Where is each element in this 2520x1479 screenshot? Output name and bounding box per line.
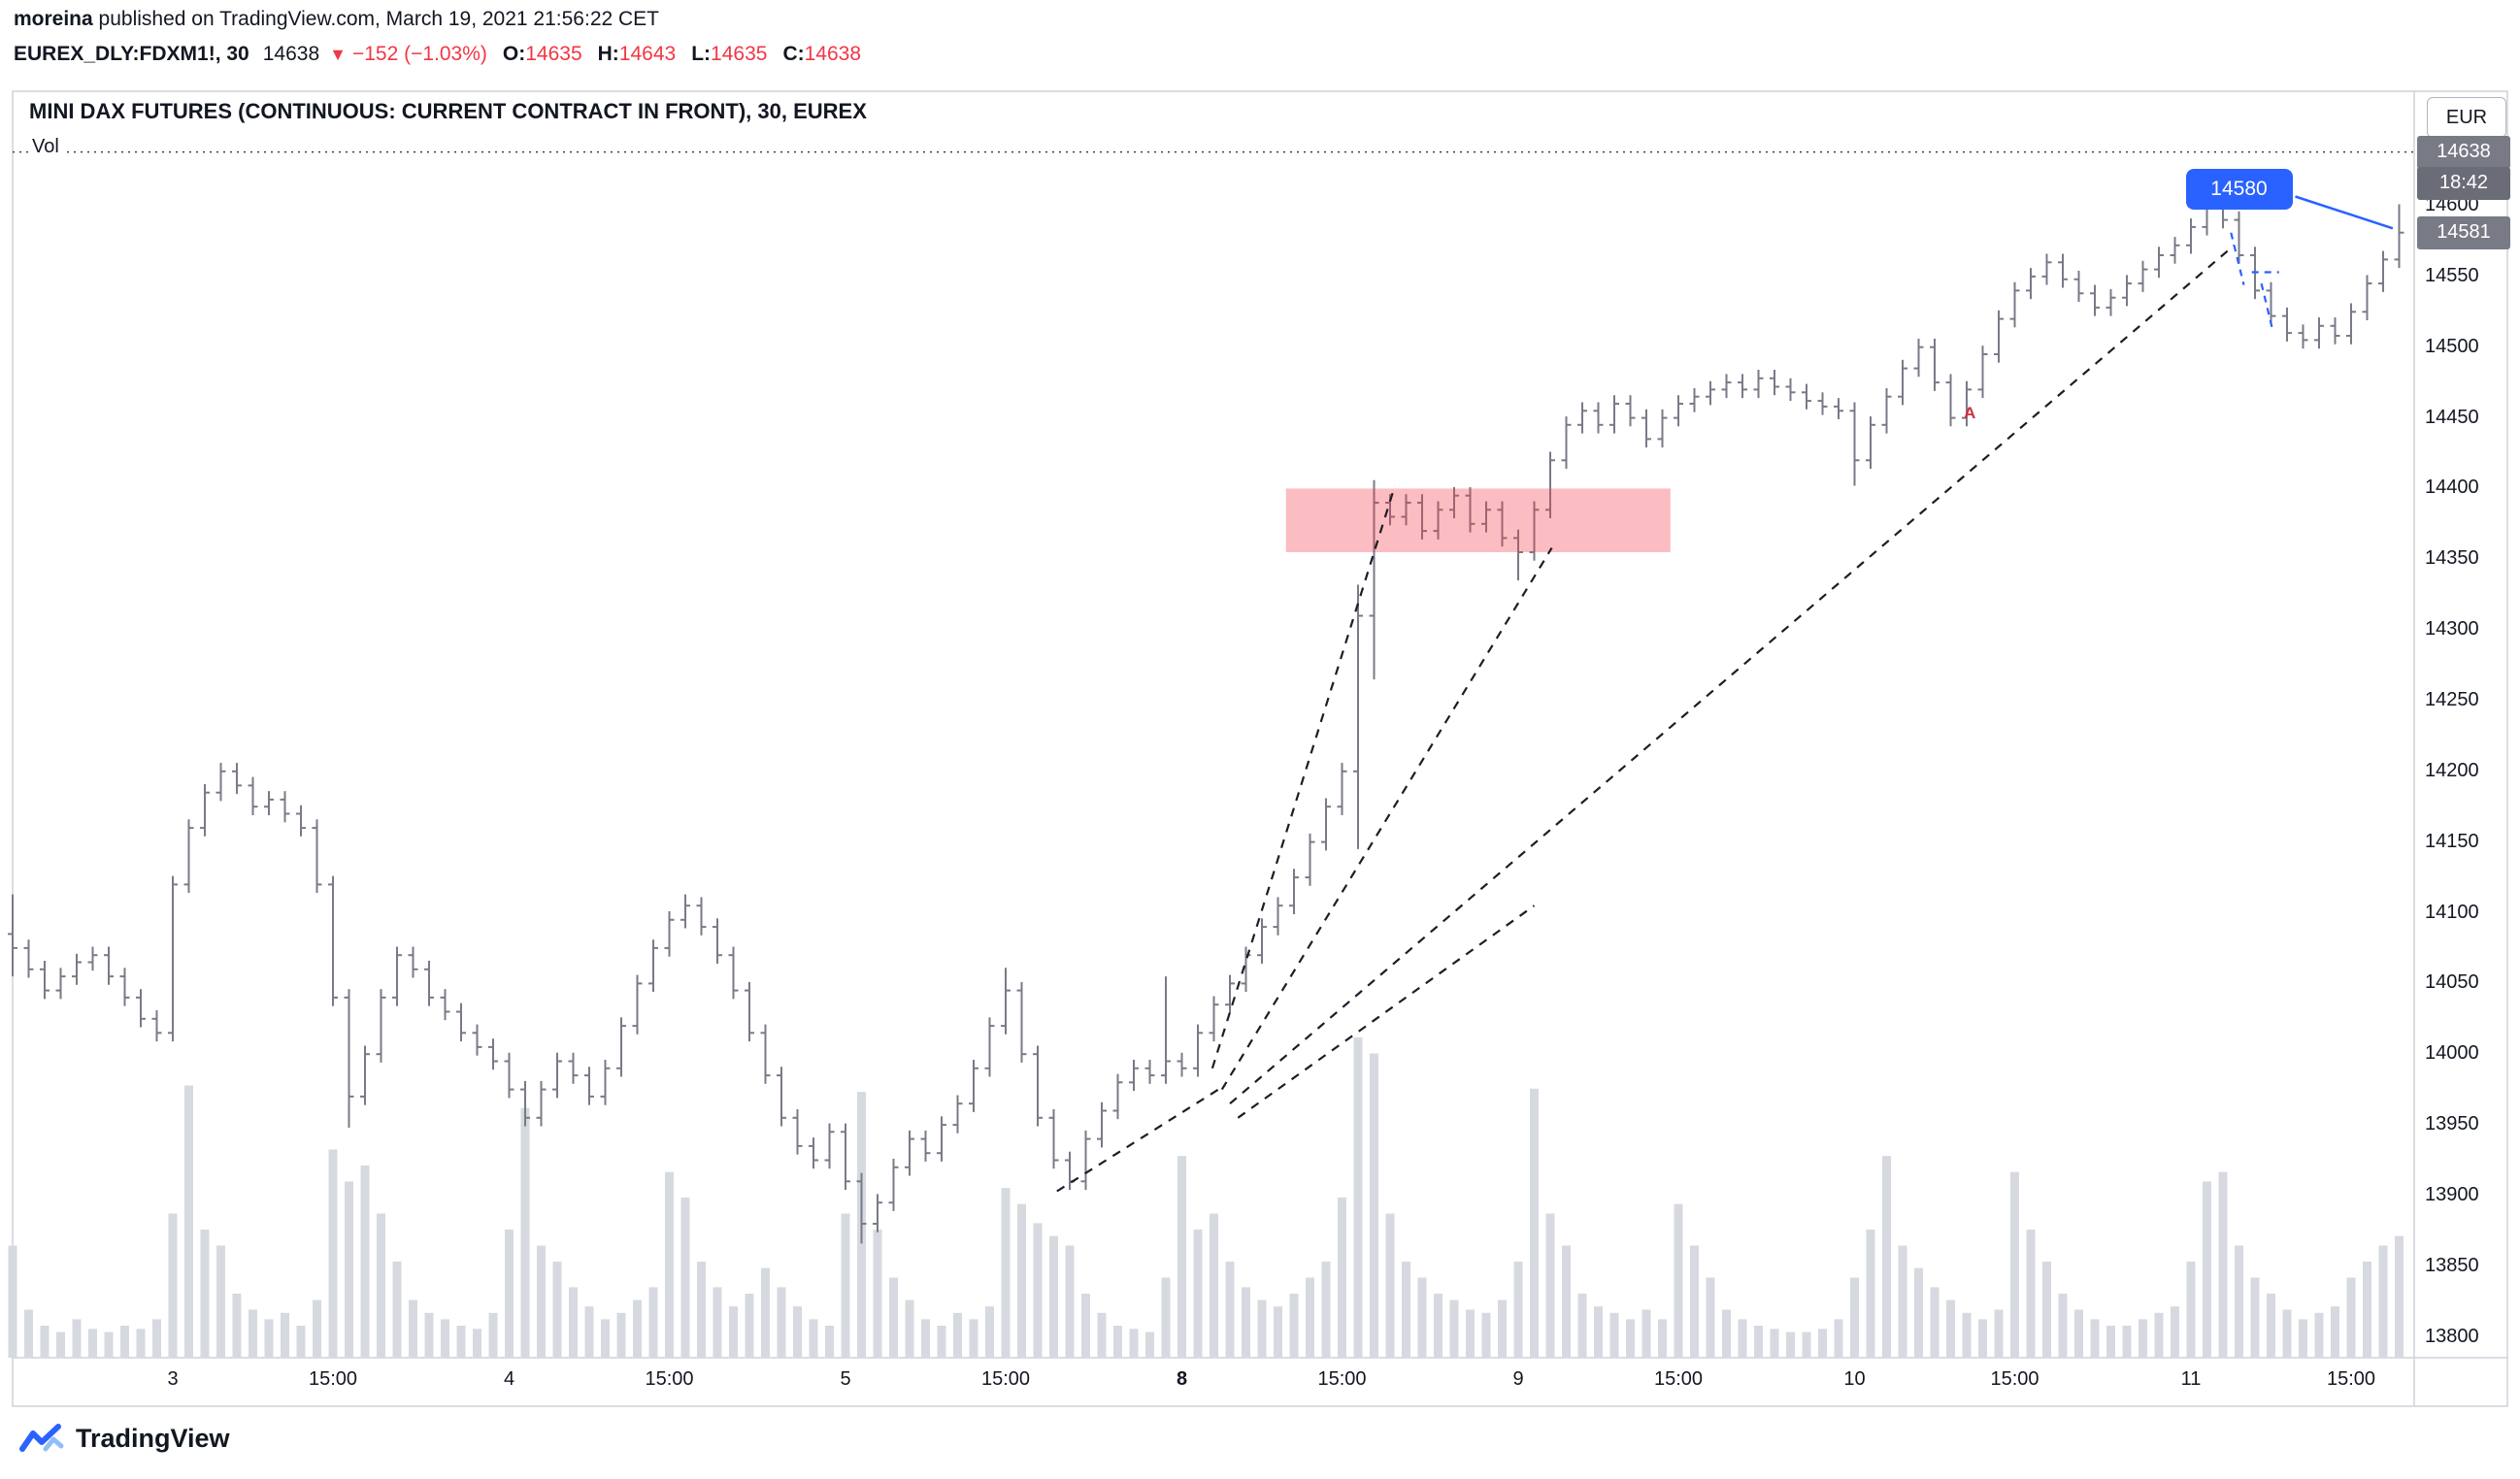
price-tick: 14000 (2425, 1042, 2479, 1065)
time-tick: 15:00 (308, 1368, 358, 1390)
time-tick: 15:00 (1653, 1368, 1704, 1390)
price-tick: 14350 (2425, 547, 2479, 570)
open-label: O: (502, 43, 526, 65)
price-tick: 14450 (2425, 406, 2479, 428)
brand-name[interactable]: TradingView (76, 1423, 230, 1453)
price-label: 14638 (2417, 135, 2510, 169)
author-name[interactable]: moreina (14, 8, 93, 30)
low-label: L: (691, 43, 712, 65)
price-label: 18:42 (2417, 166, 2510, 200)
high-value: 14643 (618, 43, 677, 65)
price-tick: 14300 (2425, 618, 2479, 641)
symbol-name[interactable]: EUREX_DLY:FDXM1!, 30 (14, 43, 249, 65)
price-tick: 14500 (2425, 335, 2479, 357)
volume-indicator-label[interactable]: Vol (32, 136, 67, 158)
last-price: 14638 (262, 43, 320, 65)
price-tick: 13800 (2425, 1325, 2479, 1347)
chart-title: MINI DAX FUTURES (CONTINUOUS: CURRENT CO… (29, 99, 867, 123)
down-arrow-icon: ▼ (329, 45, 347, 64)
price-tick: 14550 (2425, 264, 2479, 286)
price-callout-label[interactable]: 14580 (2185, 168, 2293, 210)
price-tick: 14200 (2425, 759, 2479, 781)
time-tick: 15:00 (1990, 1368, 2039, 1390)
high-label: H: (597, 43, 619, 65)
price-tick: 14050 (2425, 971, 2479, 994)
time-tick: 15:00 (2326, 1368, 2376, 1390)
time-tick: 8 (1176, 1368, 1188, 1390)
letter-a-marker[interactable]: A (1963, 403, 1976, 422)
time-tick: 5 (840, 1368, 851, 1390)
time-tick: 4 (503, 1368, 515, 1390)
price-tick: 13900 (2425, 1183, 2479, 1205)
low-value: 14635 (711, 43, 768, 65)
footer: TradingView (19, 1423, 230, 1454)
close-value: 14638 (804, 43, 862, 65)
price-tick: 14250 (2425, 688, 2479, 710)
time-tick: 15:00 (1317, 1368, 1367, 1390)
symbol-header: EUREX_DLY:FDXM1!, 30 14638 ▼ −152 (−1.03%) O… (14, 43, 861, 66)
time-tick: 9 (1512, 1368, 1524, 1390)
price-tick: 14400 (2425, 477, 2479, 499)
time-tick: 10 (1843, 1368, 1866, 1390)
time-tick: 11 (2180, 1368, 2202, 1390)
time-tick: 3 (167, 1368, 179, 1390)
price-label: 14581 (2417, 215, 2510, 249)
price-tick: 13950 (2425, 1113, 2479, 1135)
time-tick: 15:00 (645, 1368, 694, 1390)
currency-button[interactable]: EUR (2427, 97, 2506, 138)
byline-text: published on TradingView.com, March 19, … (92, 8, 660, 30)
time-tick: 15:00 (980, 1368, 1031, 1390)
open-value: 14635 (525, 43, 582, 65)
price-tick: 14100 (2425, 901, 2479, 923)
close-label: C: (782, 43, 805, 65)
price-change: −152 (−1.03%) (351, 43, 487, 65)
price-tick: 14150 (2425, 830, 2479, 852)
byline: moreina published on TradingView.com, Ma… (14, 8, 659, 31)
price-tick: 13850 (2425, 1254, 2479, 1276)
tradingview-logo[interactable] (19, 1423, 64, 1454)
